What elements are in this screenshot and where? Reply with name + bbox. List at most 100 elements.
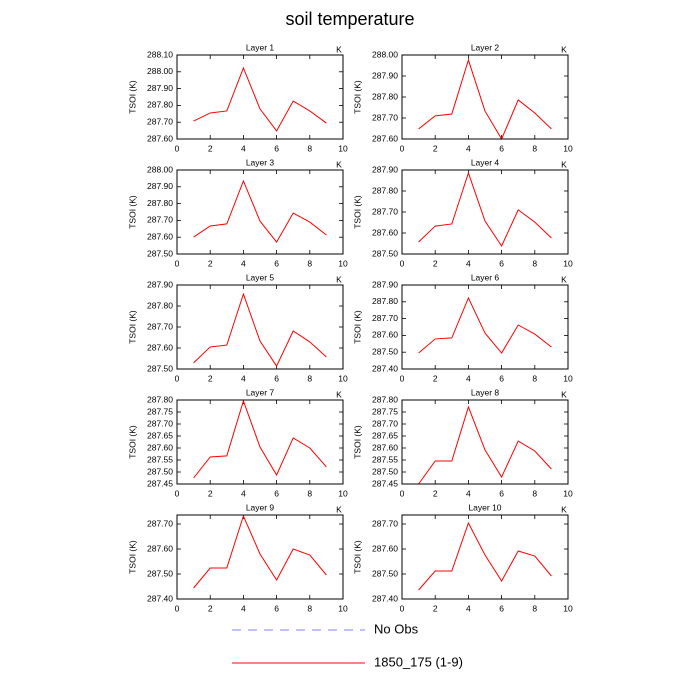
y-tick-label: 287.70 [147,418,173,428]
units-label: K [336,159,342,169]
y-tick-label: 287.60 [372,227,398,237]
panel-title: Layer 2 [471,42,500,52]
y-tick-label: 287.50 [147,466,173,476]
x-tick-label: 10 [338,258,348,268]
y-axis-label: TSOI (K) [127,80,137,114]
y-tick-label: 287.80 [372,91,398,101]
x-tick-label: 10 [338,143,348,153]
x-tick-label: 4 [241,143,246,153]
x-tick-label: 10 [563,258,573,268]
y-tick-label: 287.55 [372,454,398,464]
plot-frame [176,399,344,485]
y-tick-label: 287.80 [147,300,173,310]
y-tick-label: 287.65 [147,430,173,440]
panel-title: Layer 7 [246,387,275,397]
data-line [193,179,327,243]
panel-title: Layer 8 [471,387,500,397]
x-tick-label: 0 [400,143,405,153]
x-tick-label: 2 [208,373,213,383]
y-tick-label: 287.90 [147,181,173,191]
x-tick-label: 10 [563,488,573,498]
units-label: K [336,504,342,514]
y-tick-label: 287.50 [372,466,398,476]
x-tick-label: 4 [241,373,246,383]
y-tick-label: 287.40 [372,593,398,603]
x-tick-label: 0 [400,373,405,383]
panel-title: Layer 9 [246,502,275,512]
y-tick-label: 288.00 [147,66,173,76]
x-tick-label: 0 [175,603,180,613]
units-label: K [561,389,567,399]
y-axis-label: TSOI (K) [352,195,362,229]
y-tick-label: 287.60 [147,442,173,452]
x-tick-label: 2 [433,258,438,268]
x-tick-label: 6 [274,143,279,153]
x-tick-label: 8 [307,143,312,153]
y-tick-label: 287.75 [147,406,173,416]
x-tick-label: 8 [532,143,537,153]
data-line [418,405,552,485]
x-tick-label: 0 [175,258,180,268]
plot-frame [401,169,569,255]
x-tick-label: 0 [400,258,405,268]
y-tick-label: 287.90 [372,279,398,289]
x-tick-label: 6 [274,488,279,498]
plot-frame [401,284,569,370]
y-tick-label: 287.50 [147,248,173,258]
x-tick-label: 6 [499,143,504,153]
x-tick-label: 0 [175,143,180,153]
x-tick-label: 6 [499,603,504,613]
x-tick-label: 6 [274,373,279,383]
y-tick-label: 287.90 [147,83,173,93]
x-tick-label: 2 [433,373,438,383]
plot-frame [401,514,569,600]
plot-frame [176,284,344,370]
y-tick-label: 287.70 [372,518,398,528]
y-tick-label: 287.65 [372,430,398,440]
x-tick-label: 4 [466,373,471,383]
x-tick-label: 6 [274,603,279,613]
y-tick-label: 287.80 [147,198,173,208]
y-tick-label: 287.55 [147,454,173,464]
y-tick-label: 287.40 [147,593,173,603]
x-tick-label: 2 [433,488,438,498]
y-tick-label: 287.80 [372,296,398,306]
x-tick-label: 8 [532,488,537,498]
x-tick-label: 4 [466,603,471,613]
chart-title: soil temperature [285,9,414,29]
y-tick-label: 287.70 [147,518,173,528]
data-line [193,399,327,479]
plot-frame [176,169,344,255]
y-tick-label: 288.00 [372,49,398,59]
units-label: K [561,274,567,284]
y-tick-label: 287.80 [147,394,173,404]
x-tick-label: 8 [532,373,537,383]
y-tick-label: 287.60 [372,330,398,340]
plot-frame [401,54,569,140]
y-tick-label: 287.70 [372,418,398,428]
units-label: K [561,159,567,169]
x-tick-label: 6 [274,258,279,268]
x-tick-label: 0 [175,488,180,498]
x-tick-label: 4 [466,258,471,268]
x-tick-label: 4 [241,258,246,268]
y-tick-label: 287.70 [147,116,173,126]
y-tick-label: 287.45 [372,478,398,488]
x-tick-label: 4 [466,143,471,153]
x-tick-label: 8 [532,258,537,268]
y-axis-label: TSOI (K) [352,425,362,459]
x-tick-label: 2 [208,258,213,268]
x-tick-label: 10 [563,143,573,153]
x-tick-label: 2 [208,603,213,613]
y-tick-label: 287.90 [372,70,398,80]
y-tick-label: 287.60 [372,543,398,553]
units-label: K [336,274,342,284]
y-tick-label: 287.50 [147,363,173,373]
y-tick-label: 287.60 [147,133,173,143]
y-tick-label: 287.70 [372,112,398,122]
plot-frame [176,54,344,140]
x-tick-label: 6 [499,373,504,383]
y-axis-label: TSOI (K) [127,195,137,229]
y-tick-label: 287.50 [372,568,398,578]
